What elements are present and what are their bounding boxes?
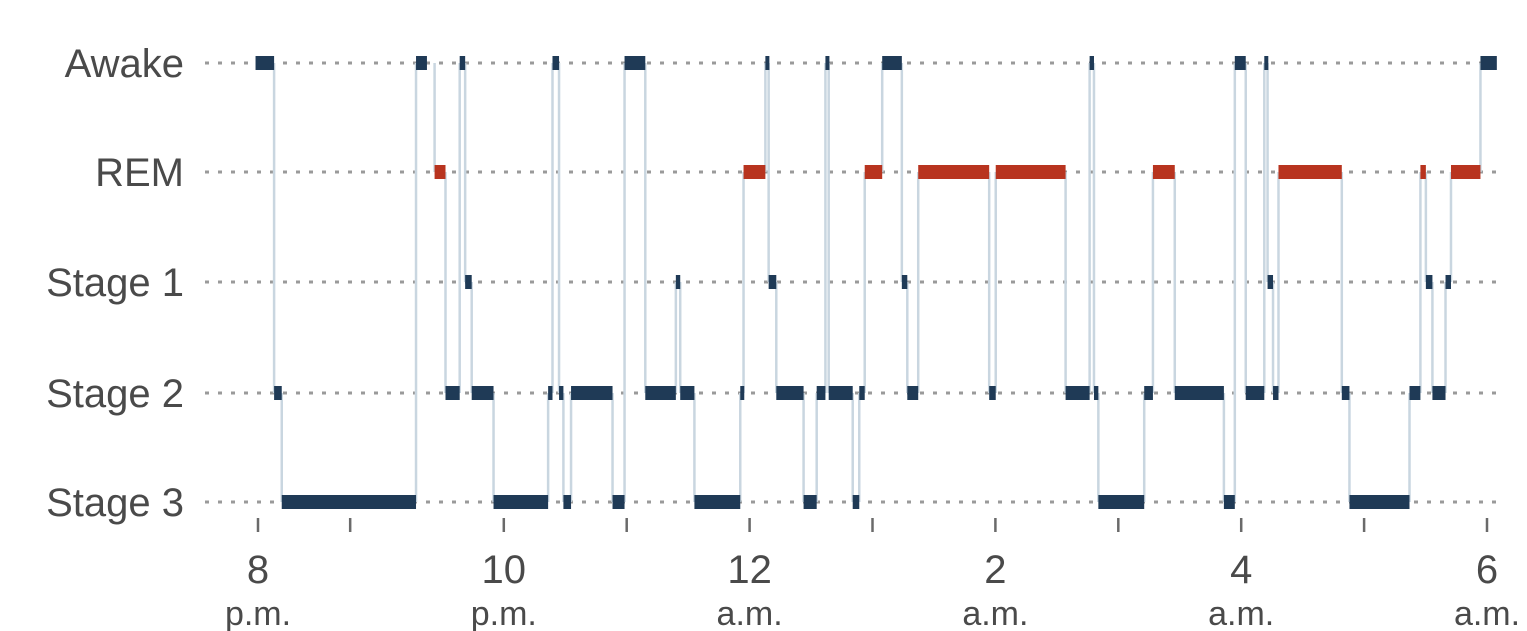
segment-stage-1 (465, 275, 472, 289)
segment-awake (1264, 56, 1269, 70)
segment-stage-2 (776, 386, 804, 400)
segment-stage-2 (1341, 386, 1350, 400)
segment-stage-2 (548, 386, 553, 400)
segment-awake (825, 56, 830, 70)
segment-stage-2 (828, 386, 853, 400)
segment-awake (624, 56, 646, 70)
segment-stage-3 (1349, 495, 1410, 509)
tick-label-hour: 2 (984, 548, 1006, 592)
segment-stage-2 (1432, 386, 1446, 400)
stage-label-stage-2: Stage 2 (46, 372, 184, 416)
segment-rem (1420, 165, 1426, 179)
segment-awake (416, 56, 427, 70)
segment-stage-2 (740, 386, 745, 400)
segment-stage-2 (274, 386, 282, 400)
segment-rem (1450, 165, 1481, 179)
stage-label-stage-1: Stage 1 (46, 261, 184, 305)
segment-stage-1 (901, 275, 908, 289)
segment-awake (765, 56, 770, 70)
segment-stage-2 (907, 386, 919, 400)
segment-awake (1480, 56, 1497, 70)
segment-stage-3 (493, 495, 549, 509)
segment-stage-3 (1223, 495, 1235, 509)
segment-stage-2 (680, 386, 695, 400)
segment-stage-2 (1065, 386, 1090, 400)
segment-stage-2 (1409, 386, 1421, 400)
segment-stage-3 (852, 495, 860, 509)
segment-stage-2 (445, 386, 460, 400)
segment-rem (918, 165, 990, 179)
stage-transitions (272, 63, 1482, 502)
tick-label-hour: 6 (1476, 548, 1498, 592)
tick-label-ampm: p.m. (225, 595, 291, 631)
segment-awake (255, 56, 275, 70)
stage-axis-labels: Awake REM Stage 1 Stage 2 Stage 3 (46, 42, 184, 525)
tick-label-ampm: p.m. (471, 595, 537, 631)
stage-label-stage-3: Stage 3 (46, 481, 184, 525)
segment-rem (1152, 165, 1175, 179)
segment-stage-2 (1273, 386, 1279, 400)
segment-awake (882, 56, 902, 70)
segment-stage-1 (768, 275, 777, 289)
segment-rem (434, 165, 446, 179)
tick-label-hour: 8 (247, 548, 269, 592)
segment-stage-2 (571, 386, 613, 400)
segment-stage-2 (1144, 386, 1153, 400)
tick-label-hour: 4 (1230, 548, 1252, 592)
segment-stage-3 (612, 495, 625, 509)
tick-label-hour: 10 (482, 548, 527, 592)
segment-stage-3 (1098, 495, 1145, 509)
segment-stage-2 (1245, 386, 1265, 400)
segment-rem (995, 165, 1066, 179)
segment-awake (1089, 56, 1094, 70)
segment-stage-2 (859, 386, 865, 400)
segment-stage-3 (563, 495, 572, 509)
segment-awake (552, 56, 560, 70)
segment-stage-1 (1425, 275, 1433, 289)
segment-stage-2 (1093, 386, 1099, 400)
stage-label-awake: Awake (65, 42, 184, 86)
segment-stage-3 (281, 495, 417, 509)
tick-label-ampm: a.m. (717, 595, 783, 631)
segment-stage-3 (694, 495, 741, 509)
tick-label-hour: 12 (727, 548, 772, 592)
segment-rem (1278, 165, 1342, 179)
segment-rem (864, 165, 883, 179)
segment-stage-3 (803, 495, 817, 509)
segment-stage-2 (989, 386, 996, 400)
segment-rem (743, 165, 766, 179)
time-axis: 8p.m.10p.m.12a.m.2a.m.4a.m.6a.m. (225, 518, 1520, 631)
segment-awake (1234, 56, 1246, 70)
segment-stage-1 (1267, 275, 1274, 289)
tick-label-ampm: a.m. (1208, 595, 1274, 631)
segment-stage-1 (675, 275, 681, 289)
stage-gridlines (205, 61, 1505, 504)
segment-stage-2 (1174, 386, 1224, 400)
segment-stage-2 (471, 386, 494, 400)
segment-stage-2 (559, 386, 564, 400)
segment-awake (459, 56, 466, 70)
tick-label-ampm: a.m. (1454, 595, 1520, 631)
segment-stage-2 (645, 386, 676, 400)
tick-label-ampm: a.m. (962, 595, 1028, 631)
segment-stage-2 (816, 386, 826, 400)
stage-label-rem: REM (95, 151, 184, 195)
segment-stage-1 (1445, 275, 1451, 289)
stage-segments (255, 56, 1497, 509)
